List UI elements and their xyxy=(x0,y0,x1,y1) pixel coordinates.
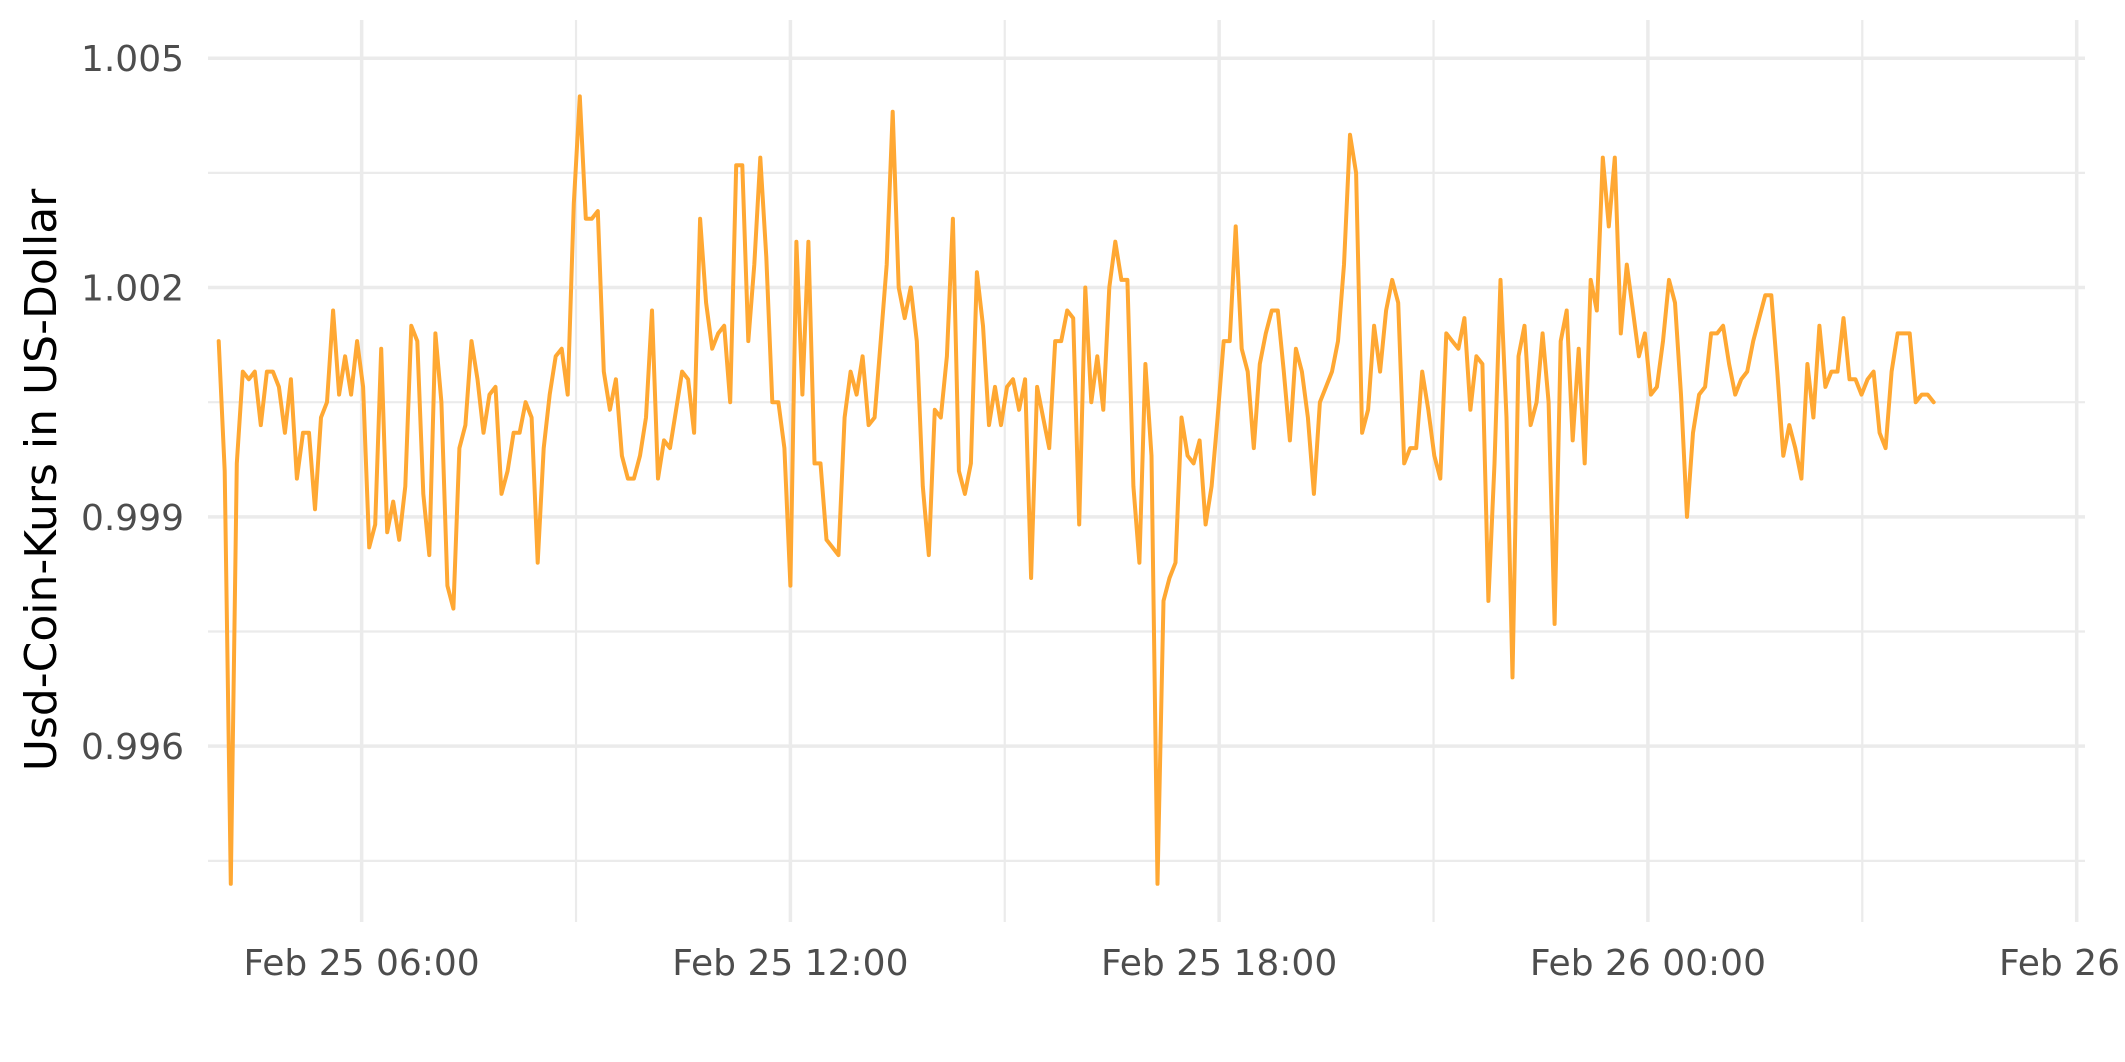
y-tick-label: 1.002 xyxy=(81,269,184,310)
x-tick-label: Feb 26 0 xyxy=(1999,943,2125,984)
x-tick-label: Feb 26 00:00 xyxy=(1530,943,1766,984)
y-tick-label: 1.005 xyxy=(81,39,184,80)
series-line xyxy=(216,94,1936,886)
x-tick-label: Feb 25 18:00 xyxy=(1101,943,1337,984)
y-tick-label: 0.999 xyxy=(81,498,184,539)
x-tick-label: Feb 25 12:00 xyxy=(672,943,908,984)
y-axis-ticks: 0.996 0.999 1.002 1.005 xyxy=(81,39,184,768)
x-axis-ticks: Feb 25 06:00 Feb 25 12:00 Feb 25 18:00 Feb … xyxy=(244,943,2125,984)
y-tick-label: 0.996 xyxy=(81,727,184,768)
y-axis-title: Usd-Coin-Kurs in US-Dollar xyxy=(16,188,67,771)
x-tick-label: Feb 25 06:00 xyxy=(244,943,480,984)
